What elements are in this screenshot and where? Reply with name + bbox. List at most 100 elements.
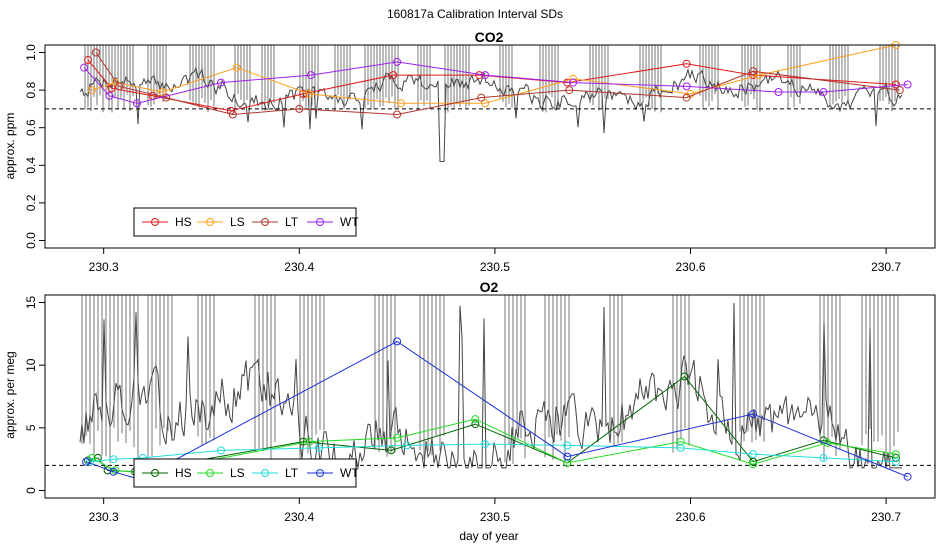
co2-y-tick-label: 0.2: [24, 194, 38, 211]
o2-y-tick-label: 15: [24, 296, 38, 310]
o2-trace-layer: [79, 295, 902, 470]
o2-series-lt-point: [217, 446, 225, 455]
co2-series-lt-point: [565, 86, 574, 95]
co2-series-hs-point: [682, 59, 691, 68]
co2-series-wt-point: [682, 82, 691, 91]
o2-legend: HS LS LT WT: [133, 458, 359, 488]
co2-series-lt-point: [295, 104, 304, 113]
co2-y-tick-label: 1.0: [24, 44, 38, 61]
o2-series-lt-point: [749, 450, 758, 459]
co2-series-ls-point: [232, 63, 241, 72]
co2-legend: HS LS LT WT: [133, 207, 359, 237]
co2-y-tick-label: 0.4: [24, 157, 38, 174]
co2-series-lt-point: [682, 93, 691, 102]
co2-series-lt-point: [115, 82, 124, 91]
co2-series-wt-line: [83, 61, 908, 104]
o2-y-tick-label: 0: [24, 487, 38, 494]
co2-series-ls-point: [305, 89, 314, 98]
o2-legend-wt-label: WT: [340, 466, 359, 480]
figure-title: 160817a Calibration Interval SDs: [387, 7, 563, 21]
o2-series-wt-point: [563, 452, 572, 461]
o2-series-ls-point: [305, 437, 314, 446]
co2-series-lt-line: [95, 52, 900, 116]
co2-series-wt-point: [393, 57, 402, 66]
o2-series-wt-point: [109, 467, 118, 476]
co2-series-wt-point: [132, 99, 141, 108]
o2-series-lt-point: [402, 441, 411, 450]
co2-legend-wt-marker: [316, 218, 324, 226]
o2-series-hs-line: [87, 375, 897, 473]
o2-panel-title: O2: [480, 279, 499, 295]
o2-series-ls-point: [749, 460, 758, 469]
co2-series-wt-point: [774, 88, 783, 96]
o2-y-tick-label: 5: [24, 424, 38, 431]
co2-series-hs-point: [299, 89, 308, 98]
o2-series-lt-point: [676, 443, 685, 452]
co2-series-ls-point: [158, 88, 167, 96]
o2-series-lt-point: [891, 457, 900, 466]
co2-series-lt-point: [477, 93, 486, 102]
o2-series-lt-point: [563, 441, 572, 450]
o2-series-ls-point: [891, 450, 900, 459]
o2-series-hs-point: [387, 446, 396, 455]
co2-continuous-trace: [79, 66, 903, 162]
co2-y-tick-label: 0.6: [24, 119, 38, 136]
co2-legend-ls-marker: [206, 218, 214, 226]
co2-x-tick-label: 230.3: [89, 260, 119, 274]
co2-series-wt-point: [481, 71, 490, 80]
o2-x-tick-label: 230.4: [284, 510, 314, 524]
co2-panel-title: CO2: [475, 29, 504, 45]
co2-series-wt-point: [903, 80, 912, 89]
o2-x-tick-label: 230.7: [871, 510, 901, 524]
co2-series-wt-point: [105, 91, 114, 100]
o2-series-hs-point: [749, 457, 758, 466]
o2-series-ls-point: [111, 466, 120, 475]
co2-series-wt-point: [569, 78, 578, 87]
o2-panel: O2 approx. per meg day of year 230.3 230.…: [3, 279, 936, 543]
o2-series-wt-line: [85, 340, 908, 480]
co2-legend-lt-label: LT: [285, 215, 299, 229]
o2-series-wt-point: [393, 337, 402, 346]
o2-x-tick-label: 230.6: [675, 510, 705, 524]
co2-trace-layer: [79, 45, 903, 162]
o2-x-axis-label: day of year: [459, 529, 518, 543]
co2-x-tick-label: 230.4: [284, 260, 314, 274]
o2-x-tick-label: 230.5: [480, 510, 510, 524]
co2-y-tick-label: 0.8: [24, 81, 38, 98]
o2-series-hs-point: [84, 456, 92, 465]
o2-series-ls-point: [563, 458, 572, 467]
o2-y-axis-label: approx. per meg: [3, 351, 17, 438]
co2-series-hs-point: [891, 80, 900, 89]
co2-series-lt-point: [228, 110, 237, 119]
co2-series-wt-point: [819, 88, 828, 96]
o2-series-lt-point: [109, 455, 118, 464]
o2-legend-hs-marker: [151, 469, 159, 477]
o2-legend-ls-label: LS: [230, 466, 245, 480]
co2-series-wt-point: [217, 78, 225, 87]
co2-y-tick-label: 0.0: [24, 232, 38, 249]
o2-x-tick-label: 230.3: [89, 510, 119, 524]
o2-plot-frame: [44, 294, 936, 499]
o2-series-lt-line: [89, 443, 896, 463]
co2-series-lt-point: [162, 93, 171, 102]
o2-legend-wt-marker: [316, 469, 324, 477]
co2-y-axis-label: approx. ppm: [3, 113, 17, 180]
co2-legend-ls-label: LS: [230, 215, 245, 229]
co2-series-lt-point: [749, 67, 758, 76]
o2-series-hs-point: [471, 420, 480, 429]
o2-series-hs-point: [680, 372, 689, 381]
co2-series-ls-point: [397, 99, 405, 108]
co2-axes: 230.3 230.4 230.5 230.6 230.7 0.0 0.2 0.4 0.6 0.8…: [24, 44, 936, 274]
co2-series-ls-point: [481, 99, 490, 108]
o2-series-wt-point: [749, 410, 758, 418]
co2-series-lt-point: [91, 48, 100, 57]
co2-x-tick-label: 230.5: [480, 260, 510, 274]
o2-legend-hs-label: HS: [175, 466, 192, 480]
co2-series-layer: [45, 41, 935, 119]
o2-axes: 230.3 230.4 230.5 230.6 230.7 0 5 10 15: [24, 294, 936, 524]
co2-series-wt-point: [307, 71, 315, 80]
co2-series-lt-point: [895, 86, 904, 95]
co2-series-ls-point: [87, 86, 96, 95]
co2-series-hs-line: [87, 59, 896, 112]
